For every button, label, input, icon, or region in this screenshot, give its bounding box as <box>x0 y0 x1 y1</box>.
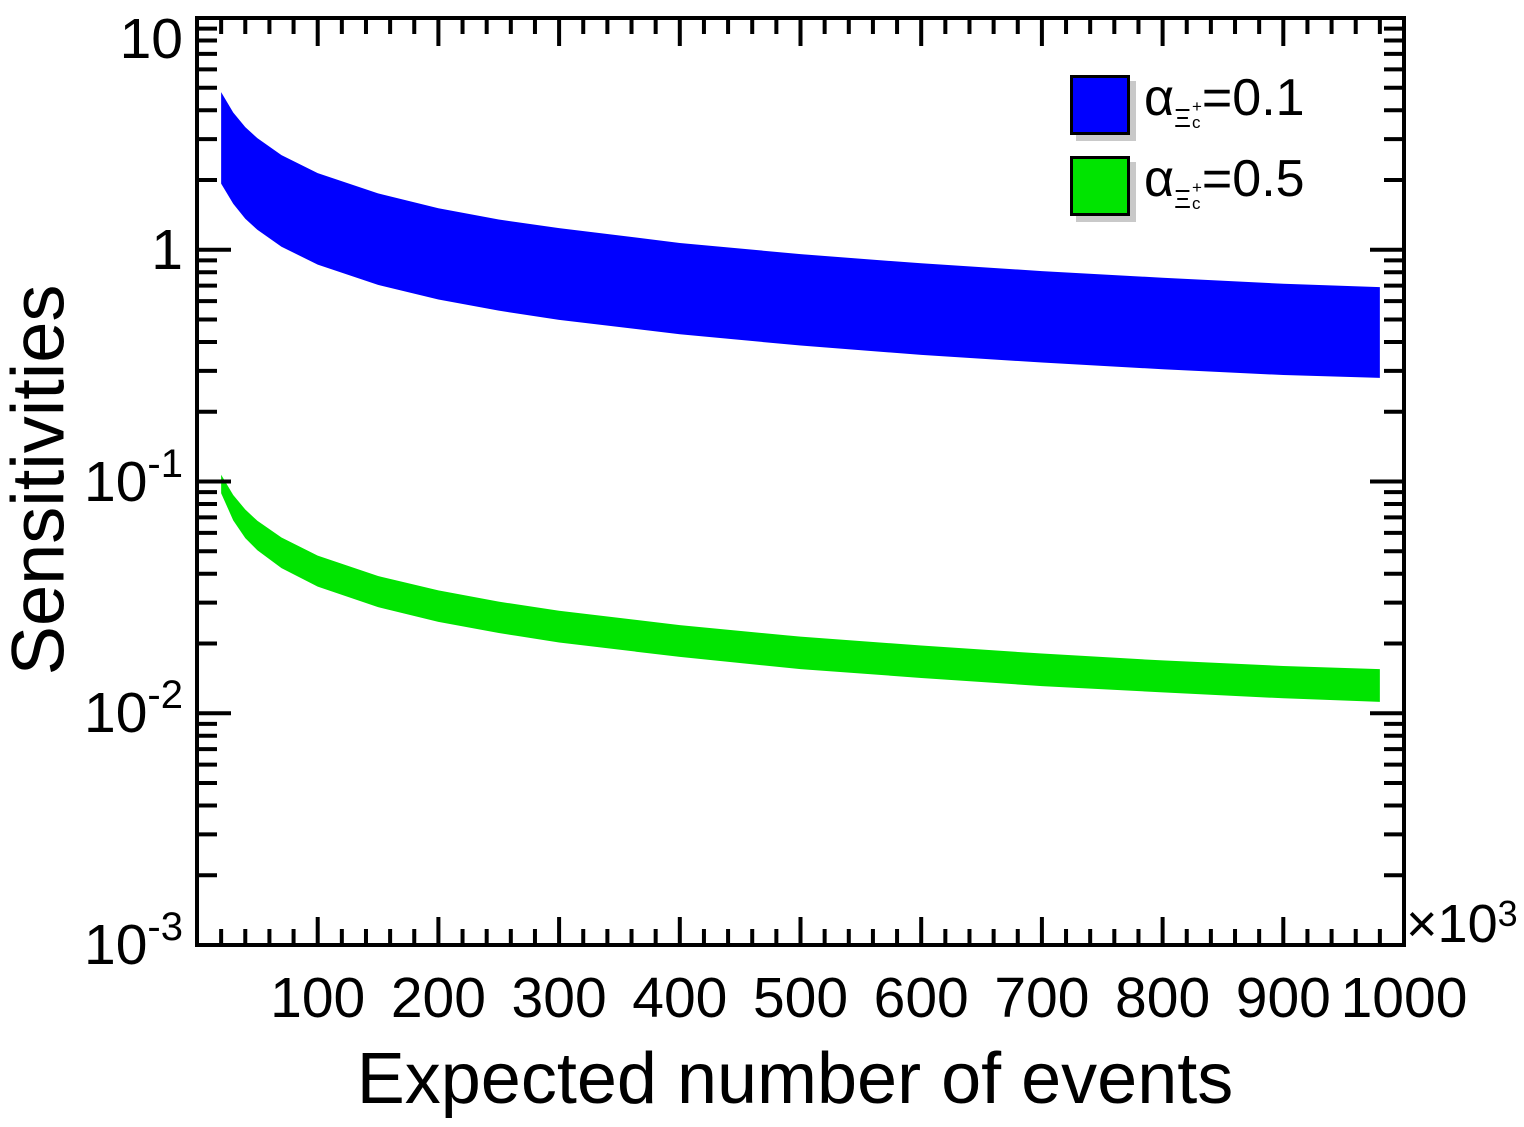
band-series-1 <box>221 474 1380 702</box>
x-tick-label-1000: 1000 <box>1340 966 1468 1030</box>
legend-entry-alpha-0.1: α Ξ + c =0.1 <box>1070 71 1305 135</box>
x-tick-label-300: 300 <box>511 966 607 1030</box>
y-tick-label-10e-1: 10-1 <box>84 441 183 514</box>
xi-c-plus-subscript: Ξ + c <box>1174 97 1202 133</box>
x-tick-label-900: 900 <box>1235 966 1331 1030</box>
alpha-symbol: α <box>1144 150 1175 208</box>
xi-c-plus-subscript: Ξ + c <box>1174 178 1202 214</box>
y-tick-label-10e-2: 10-2 <box>84 673 183 746</box>
legend-label: α Ξ + c =0.1 <box>1144 71 1305 131</box>
legend-label: α Ξ + c =0.5 <box>1144 152 1305 212</box>
legend-value: =0.1 <box>1201 69 1305 127</box>
x-axis-multiplier-exponent: 3 <box>1497 893 1518 934</box>
y-tick-label-10: 10 <box>119 7 183 71</box>
x-tick-label-700: 700 <box>994 966 1090 1030</box>
plot-frame <box>195 16 1406 947</box>
x-tick-label-600: 600 <box>873 966 969 1030</box>
legend-swatch-blue <box>1070 75 1130 135</box>
x-tick-label-100: 100 <box>270 966 366 1030</box>
x-tick-label-400: 400 <box>632 966 728 1030</box>
x-tick-label-500: 500 <box>752 966 849 1030</box>
legend-value: =0.5 <box>1201 150 1305 208</box>
y-tick-label-1: 1 <box>151 217 183 282</box>
legend-entry-alpha-0.5: α Ξ + c =0.5 <box>1070 152 1305 216</box>
band-series-0 <box>221 92 1380 378</box>
x-axis-multiplier-base: ×10 <box>1406 894 1498 954</box>
x-tick-label-200: 200 <box>390 966 486 1030</box>
alpha-symbol: α <box>1144 69 1175 127</box>
x-tick-label-800: 800 <box>1115 966 1211 1030</box>
y-tick-label-10e-3: 10-3 <box>84 905 183 977</box>
x-axis-multiplier: ×103 <box>1406 893 1518 954</box>
x-axis-title: Expected number of events <box>356 1039 1234 1119</box>
legend-swatch-green <box>1070 156 1130 216</box>
